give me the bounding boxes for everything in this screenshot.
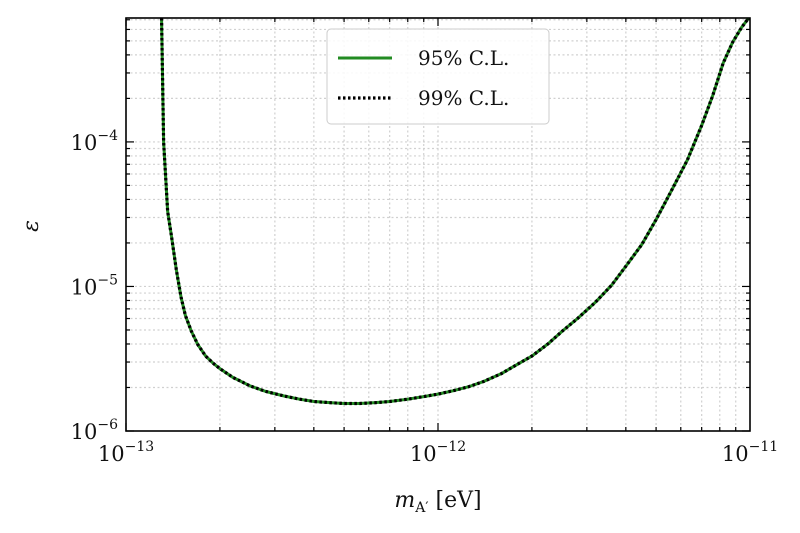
plot-frame [125,17,751,432]
legend-box [326,28,550,125]
y-tick-label: 10−4 [71,128,118,155]
legend: 95% C.L. 99% C.L. [326,28,550,125]
x-tick-label: 10−12 [410,439,466,466]
y-tick-label: 10−6 [71,417,118,444]
y-axis-label: ε [19,220,44,232]
x-axis-label-var: m [394,488,415,513]
x-tick-label: 10−13 [98,439,154,466]
y-tick-label: 10−5 [71,272,118,299]
series-line-99cl [159,18,750,406]
x-axis-label: mA′ [eV] [394,488,481,516]
series-layer [159,18,750,406]
tick-labels: 10−13 10−12 10−11 10−6 10−5 10−4 [71,128,779,466]
x-tick-label: 10−11 [722,439,778,466]
x-axis-label-unit: [eV] [429,488,482,513]
legend-label-99cl: 99% C.L. [418,86,509,110]
x-axis-label-sub: A′ [414,500,428,516]
legend-label-95cl: 95% C.L. [418,46,509,70]
